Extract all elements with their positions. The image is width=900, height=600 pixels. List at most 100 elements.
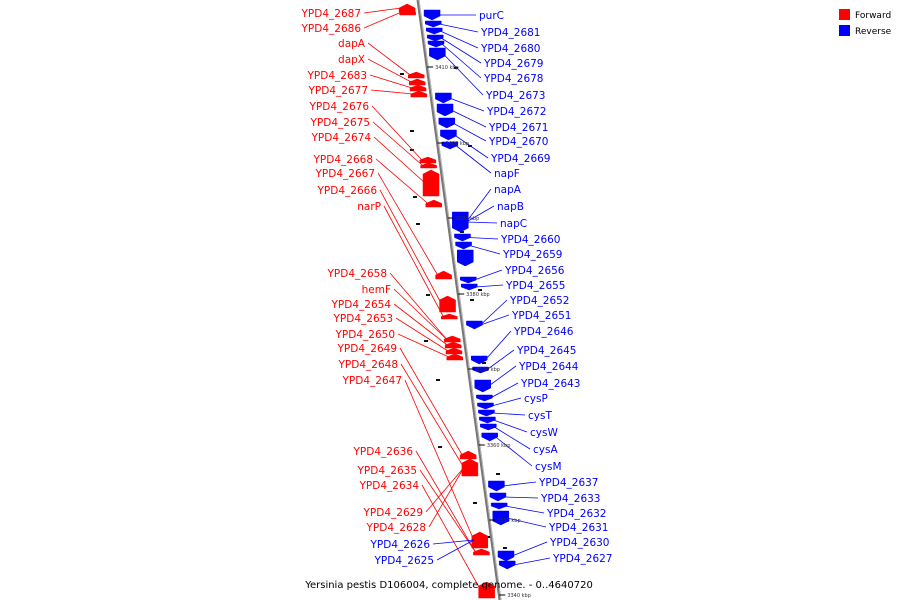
reverse-gene-label: YPD4_2671 bbox=[488, 122, 548, 134]
leader-line bbox=[436, 539, 474, 561]
leader-line bbox=[415, 450, 476, 553]
reverse-gene bbox=[423, 9, 441, 21]
minor-mark bbox=[410, 149, 414, 151]
leader-line bbox=[468, 237, 499, 240]
leader-line bbox=[484, 330, 512, 361]
forward-gene-label: YPD4_2654 bbox=[331, 299, 392, 311]
reverse-gene bbox=[490, 502, 508, 510]
reverse-gene-label: YPD4_2646 bbox=[513, 326, 574, 338]
leader-line bbox=[466, 205, 495, 223]
axis-layer bbox=[416, 0, 502, 600]
leader-line bbox=[455, 145, 492, 174]
leader-line bbox=[490, 382, 519, 399]
reverse-gene-label: YPD4_2670 bbox=[488, 136, 548, 148]
reverse-gene bbox=[497, 550, 515, 562]
leader-line bbox=[493, 419, 528, 433]
reverse-gene bbox=[460, 276, 477, 284]
reverse-gene bbox=[466, 320, 483, 330]
leader-line bbox=[466, 188, 492, 223]
reverse-gene bbox=[452, 211, 469, 233]
leader-line bbox=[474, 269, 503, 281]
kbp-tick-label: 3360 kbp bbox=[487, 443, 511, 449]
forward-gene bbox=[446, 353, 464, 361]
reverse-gene bbox=[476, 394, 493, 402]
minor-mark bbox=[478, 289, 482, 291]
reverse-gene-label: cysA bbox=[533, 444, 558, 456]
forward-gene-label: narP bbox=[357, 201, 381, 213]
forward-gene-label: YPD4_2683 bbox=[307, 70, 367, 82]
reverse-gene bbox=[480, 423, 497, 431]
leader-line bbox=[469, 245, 501, 255]
leader-layer bbox=[363, 7, 551, 591]
legend-reverse-label: Reverse bbox=[855, 27, 892, 37]
leader-line bbox=[503, 496, 539, 499]
minor-mark bbox=[454, 67, 458, 69]
forward-gene-label: YPD4_2667 bbox=[315, 168, 375, 180]
forward-gene bbox=[419, 156, 437, 164]
reverse-gene bbox=[477, 402, 494, 410]
gene-layer bbox=[398, 3, 516, 599]
leader-line bbox=[441, 43, 482, 79]
reverse-gene-label: napC bbox=[500, 218, 527, 230]
leader-line bbox=[397, 333, 449, 358]
forward-gene-label: YPD4_2626 bbox=[370, 539, 431, 551]
leader-line bbox=[480, 314, 510, 326]
reverse-gene-label: YPD4_2632 bbox=[546, 508, 606, 520]
forward-gene-label: YPD4_2636 bbox=[353, 446, 414, 458]
forward-gene bbox=[444, 335, 461, 343]
reverse-gene-label: YPD4_2672 bbox=[486, 106, 546, 118]
leader-line bbox=[466, 221, 498, 224]
leader-line bbox=[494, 426, 531, 450]
reverse-gene-label: YPD4_2631 bbox=[548, 522, 608, 534]
leader-line bbox=[495, 436, 533, 467]
reverse-gene bbox=[425, 20, 442, 28]
leader-line bbox=[372, 121, 423, 166]
reverse-gene-label: YPD4_2645 bbox=[516, 345, 576, 357]
reverse-gene bbox=[478, 409, 495, 417]
forward-gene-label: YPD4_2649 bbox=[337, 343, 397, 355]
reverse-gene bbox=[492, 510, 510, 526]
forward-gene-label: YPD4_2686 bbox=[301, 23, 362, 35]
reverse-gene-label: cysT bbox=[528, 410, 552, 422]
reverse-gene bbox=[438, 117, 456, 129]
reverse-gene-label: YPD4_2659 bbox=[502, 249, 562, 261]
leader-line bbox=[428, 467, 465, 528]
leader-line bbox=[367, 42, 411, 76]
leader-line bbox=[377, 172, 438, 276]
forward-gene-label: YPD4_2650 bbox=[335, 329, 395, 341]
leader-line bbox=[450, 109, 487, 128]
leader-line bbox=[502, 481, 537, 487]
reverse-gene-label: YPD4_2660 bbox=[500, 234, 560, 246]
leader-line bbox=[370, 89, 413, 95]
forward-gene-label: YPD4_2648 bbox=[338, 359, 398, 371]
reverse-gene bbox=[435, 92, 452, 104]
leader-line bbox=[511, 541, 548, 557]
reverse-gene bbox=[429, 47, 446, 61]
leader-line bbox=[383, 205, 444, 317]
reverse-gene bbox=[474, 379, 492, 393]
forward-gene bbox=[408, 78, 426, 86]
leader-line bbox=[371, 105, 423, 161]
forward-gene bbox=[461, 458, 479, 477]
reverse-gene-label: YPD4_2630 bbox=[549, 537, 609, 549]
forward-gene-label: dapX bbox=[338, 54, 365, 66]
kbp-tick-label: 3370 kbp bbox=[476, 367, 500, 373]
leader-line bbox=[393, 288, 447, 340]
reverse-gene-label: cysM bbox=[535, 461, 562, 473]
leader-line bbox=[363, 7, 402, 14]
tick-layer: 3410 kbp 3400 kbp 3390 kbp 3380 kbp 3370 kbp… bbox=[427, 65, 531, 599]
reverse-gene bbox=[481, 432, 498, 442]
forward-gene-label: YPD4_2628 bbox=[366, 522, 426, 534]
reverse-gene-label: napF bbox=[494, 168, 520, 180]
forward-gene bbox=[422, 169, 440, 197]
forward-gene bbox=[441, 313, 458, 320]
reverse-gene-label: purC bbox=[479, 10, 504, 22]
reverse-gene-label: YPD4_2673 bbox=[485, 90, 545, 102]
leader-line bbox=[506, 517, 547, 528]
leader-line bbox=[404, 379, 475, 541]
minor-mark bbox=[470, 299, 474, 301]
forward-gene bbox=[439, 295, 456, 313]
reverse-gene-label: napA bbox=[494, 184, 522, 196]
forward-gene bbox=[408, 71, 425, 79]
leader-line bbox=[486, 349, 515, 371]
